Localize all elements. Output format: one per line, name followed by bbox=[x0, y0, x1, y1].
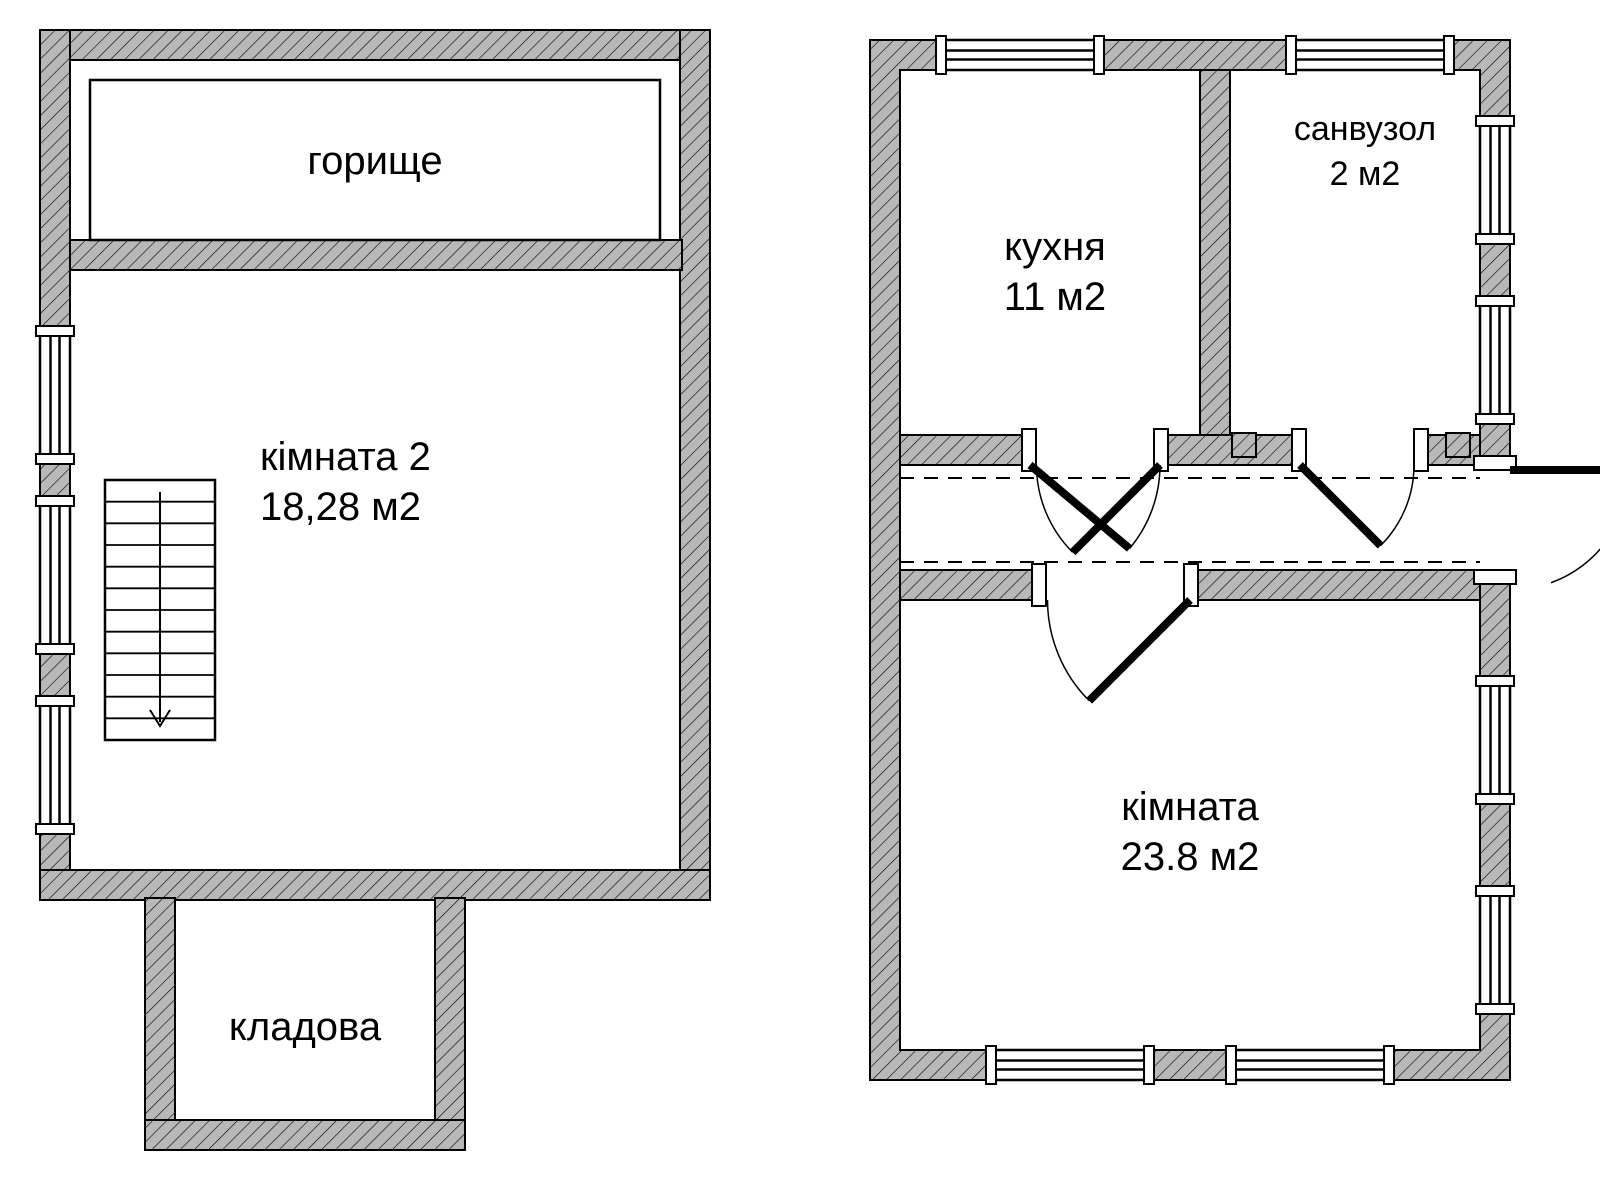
label-bath-area: 2 м2 bbox=[1330, 155, 1401, 193]
floorplan-diagram: горище кімната 2 18,28 м2 кладова санвузол 2 … bbox=[0, 0, 1600, 1200]
label-room2-name: кімната 2 bbox=[260, 435, 431, 479]
label-room-name: кімната bbox=[1121, 785, 1259, 829]
label-attic: горище bbox=[307, 139, 442, 183]
label-bath-name: санвузол bbox=[1294, 110, 1436, 148]
label-kitchen-area: 11 м2 bbox=[1004, 275, 1106, 319]
label-room2-area: 18,28 м2 bbox=[260, 485, 421, 529]
label-room-area: 23.8 м2 bbox=[1121, 835, 1260, 879]
label-kitchen-name: кухня bbox=[1004, 225, 1106, 269]
label-store: кладова bbox=[229, 1005, 382, 1049]
